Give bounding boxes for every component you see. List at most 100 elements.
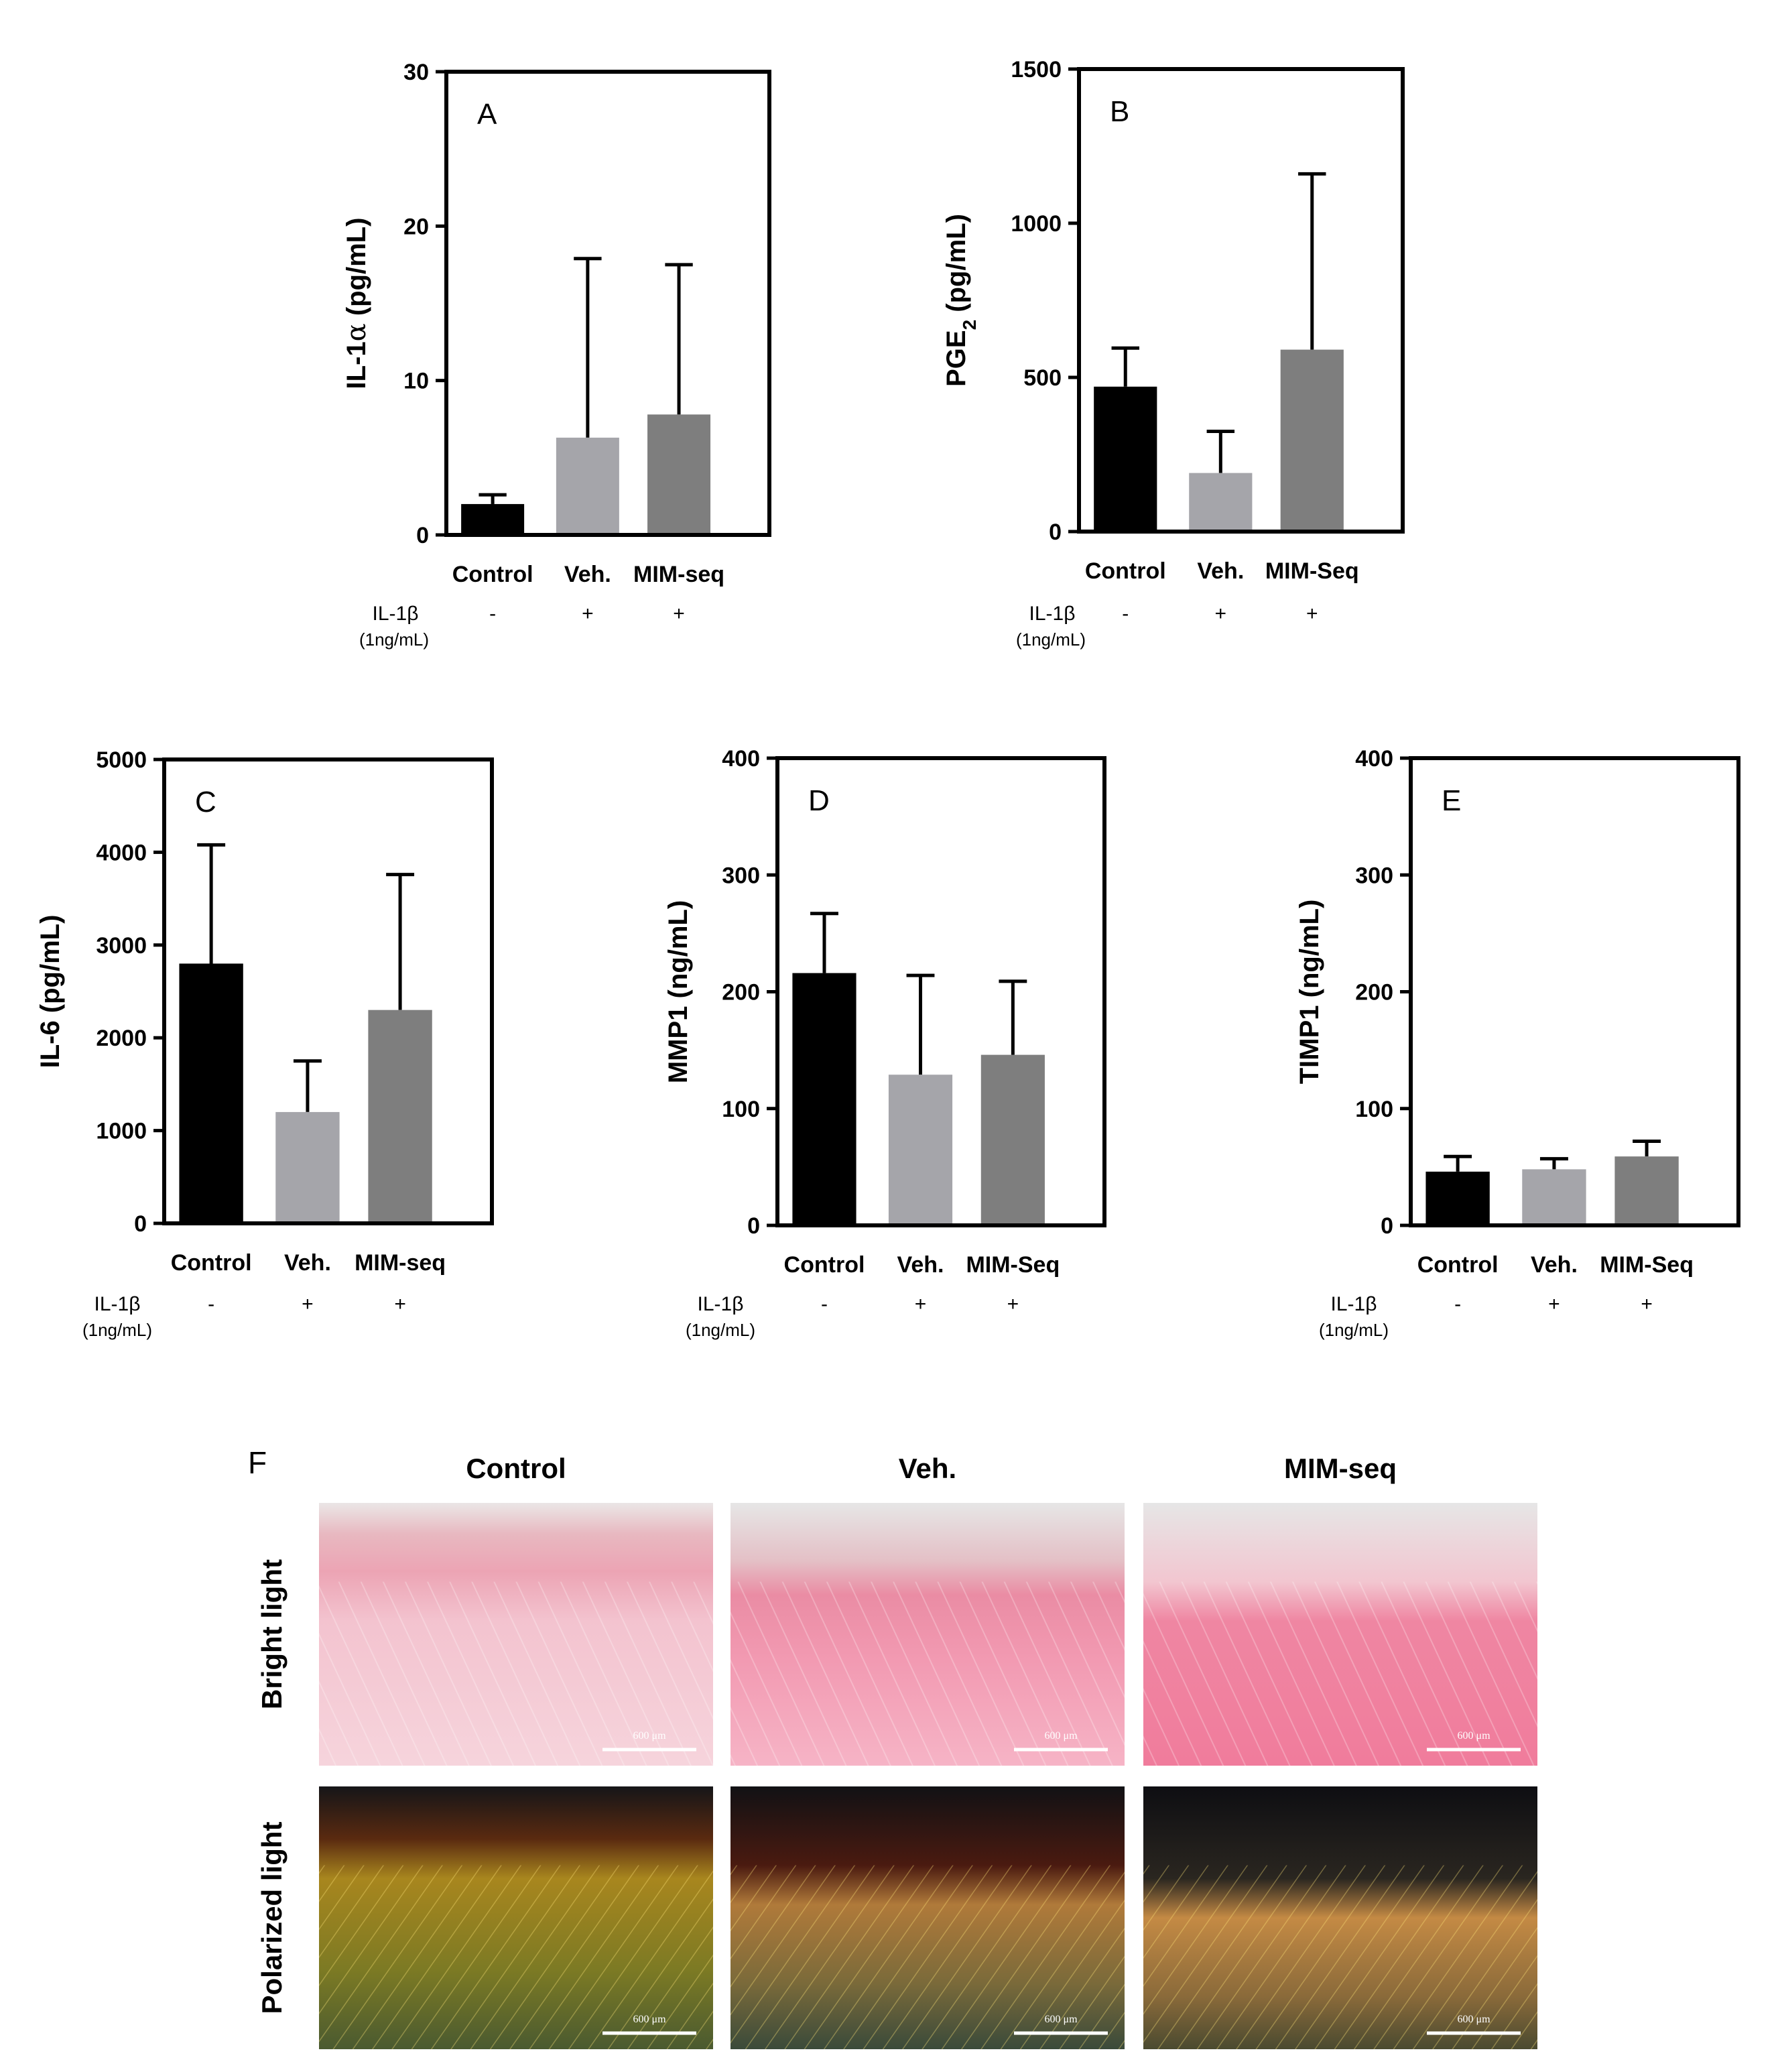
y-axis-label-main: TIMP1 (ng/mL) [1295, 900, 1324, 1085]
row-header: Bright light [256, 1559, 288, 1709]
plot-frame [162, 757, 494, 1225]
bar [888, 1075, 953, 1225]
treatment-sign: - [821, 1293, 828, 1315]
y-tick-label: 0 [747, 1213, 760, 1239]
category-label: MIM-Seq [1265, 558, 1359, 584]
fiber-texture [731, 1865, 1125, 2049]
y-axis-label-subscript: 2 [959, 320, 980, 330]
scale-bar-label: 600 μm [1457, 2014, 1490, 2025]
treatment-sign: + [1548, 1293, 1560, 1315]
category-label: Veh. [284, 1250, 331, 1276]
category-label: Veh. [1531, 1252, 1578, 1278]
y-tick-label: 500 [1023, 365, 1062, 391]
y-tick-label: 100 [1355, 1097, 1393, 1122]
y-tick-label: 400 [1355, 746, 1393, 772]
histology-panel-f: F Control Veh. MIM-seq Bright light 600 μm 600… [248, 1445, 1537, 2049]
treatment-label: IL-1β [94, 1293, 141, 1315]
plot-frame [444, 70, 771, 537]
y-axis-label-main: PGE [942, 330, 971, 386]
treatment-sign: + [915, 1293, 927, 1315]
y-tick-label: 1000 [1011, 211, 1062, 237]
y-tick-label: 200 [1355, 980, 1393, 1005]
bar [792, 973, 856, 1225]
plot-frame [1077, 67, 1405, 534]
y-axis-label-main: IL-6 (pg/mL) [36, 915, 65, 1069]
row-header: Polarized light [256, 1821, 288, 2014]
polarized-light-image-2: 600 μm [1143, 1786, 1537, 2049]
panel-letter: C [195, 786, 216, 818]
y-tick-label: 200 [722, 980, 760, 1005]
y-axis-label-main: IL-1 [342, 341, 371, 389]
fiber-texture [319, 1865, 713, 2049]
y-tick-label: 1500 [1011, 57, 1062, 82]
y-axis-label: IL-1α (pg/mL) [341, 218, 372, 389]
treatment-label: IL-1β [373, 603, 419, 625]
category-label: Control [1085, 558, 1166, 584]
treatment-sign: + [1306, 603, 1318, 625]
y-axis-label: PGE2 (pg/mL) [942, 214, 980, 387]
y-axis-label-greek: α [341, 323, 372, 341]
y-tick-label: 1000 [96, 1119, 147, 1144]
category-label: Control [784, 1252, 865, 1278]
chart-panel-b: 0 500 1000 1500 B PGE2 (pg/mL) Control - Veh. + MI… [942, 57, 1405, 650]
category-label: Veh. [1197, 558, 1244, 584]
bar [647, 414, 711, 535]
treatment-label: IL-1β [698, 1293, 744, 1315]
treatment-concentration: (1ng/mL) [1319, 1320, 1389, 1340]
treatment-concentration: (1ng/mL) [82, 1320, 152, 1340]
category-label: Control [171, 1250, 252, 1276]
treatment-label: IL-1β [1331, 1293, 1377, 1315]
category-label: Control [452, 562, 533, 587]
bright-light-image-2: 600 μm [1143, 1503, 1537, 1766]
y-tick-label: 5000 [96, 747, 147, 773]
bar [1280, 349, 1344, 532]
panel-letter: A [477, 98, 497, 131]
panel-letter: D [808, 784, 830, 817]
treatment-sign: + [1641, 1293, 1653, 1315]
y-tick-label: 0 [416, 523, 429, 548]
category-label: Control [1417, 1252, 1499, 1278]
fiber-texture [1143, 1865, 1537, 2049]
treatment-concentration: (1ng/mL) [359, 629, 429, 650]
panel-letter: E [1442, 784, 1461, 817]
y-tick-label: 4000 [96, 840, 147, 865]
treatment-sign: - [1454, 1293, 1461, 1315]
treatment-sign: - [489, 603, 496, 625]
bar [1189, 473, 1253, 532]
fiber-texture [1143, 1581, 1537, 1766]
y-tick-label: 300 [722, 863, 760, 888]
y-axis-label-main: MMP1 (ng/mL) [663, 900, 693, 1083]
fiber-texture [319, 1581, 713, 1766]
bar [1522, 1169, 1586, 1225]
panel-letter: B [1110, 95, 1129, 128]
treatment-concentration: (1ng/mL) [1016, 629, 1086, 650]
panel-letter: F [248, 1445, 267, 1480]
treatment-sign: + [394, 1293, 406, 1315]
chart-panel-c: 0 1000 2000 3000 4000 5000 C IL-6 (pg/mL) Contro… [36, 747, 494, 1340]
y-axis-label: TIMP1 (ng/mL) [1295, 900, 1324, 1085]
y-tick-label: 30 [403, 60, 429, 85]
column-header: MIM-seq [1284, 1453, 1397, 1484]
column-header: Control [466, 1453, 566, 1484]
y-tick-label: 100 [722, 1097, 760, 1122]
y-tick-label: 0 [134, 1211, 147, 1237]
y-tick-label: 0 [1049, 520, 1062, 545]
bar [368, 1010, 432, 1223]
category-label: MIM-Seq [1600, 1252, 1694, 1278]
y-axis-label: MMP1 (ng/mL) [663, 900, 693, 1083]
y-tick-label: 300 [1355, 863, 1393, 888]
bar [1425, 1171, 1490, 1225]
scale-bar-label: 600 μm [1457, 1730, 1490, 1742]
column-header: Veh. [899, 1453, 956, 1484]
treatment-label: IL-1β [1029, 603, 1076, 625]
treatment-sign: + [582, 603, 594, 625]
y-axis-label-unit: (pg/mL) [342, 218, 371, 324]
category-label: MIM-Seq [966, 1252, 1060, 1278]
category-label: Veh. [564, 562, 611, 587]
category-label: MIM-seq [355, 1250, 446, 1276]
category-label: MIM-seq [633, 562, 724, 587]
bar [980, 1054, 1045, 1225]
bright-light-image-1: 600 μm [731, 1503, 1125, 1766]
y-tick-label: 400 [722, 746, 760, 772]
bar [179, 963, 243, 1223]
